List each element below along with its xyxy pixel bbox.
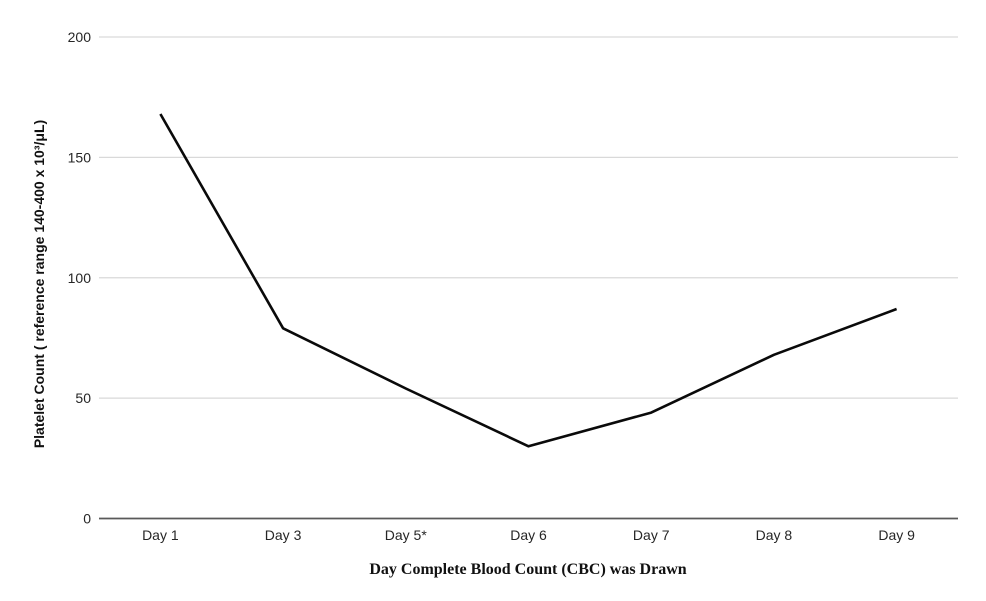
- y-axis-title: Platelet Count ( reference range 140-400…: [31, 119, 47, 449]
- x-tick-label: Day 9: [878, 527, 915, 543]
- y-axis-tick-labels: 0 50 100 150 200: [68, 29, 92, 527]
- x-tick-label: Day 5*: [385, 527, 428, 543]
- y-tick-label: 100: [68, 270, 92, 286]
- x-axis-tick-labels: Day 1 Day 3 Day 5* Day 6 Day 7 Day 8 Day 9: [142, 527, 915, 543]
- x-tick-label: Day 1: [142, 527, 179, 543]
- y-tick-label: 0: [83, 511, 91, 527]
- x-axis-title: Day Complete Blood Count (CBC) was Drawn: [369, 561, 687, 578]
- y-tick-label: 50: [75, 390, 91, 406]
- x-tick-label: Day 3: [265, 527, 302, 543]
- x-tick-label: Day 7: [633, 527, 670, 543]
- x-tick-label: Day 6: [510, 527, 547, 543]
- platelet-series-line: [159, 113, 898, 448]
- y-tick-label: 150: [68, 149, 92, 165]
- gridlines: [99, 36, 958, 520]
- y-tick-label: 200: [68, 29, 92, 45]
- x-tick-label: Day 8: [756, 527, 793, 543]
